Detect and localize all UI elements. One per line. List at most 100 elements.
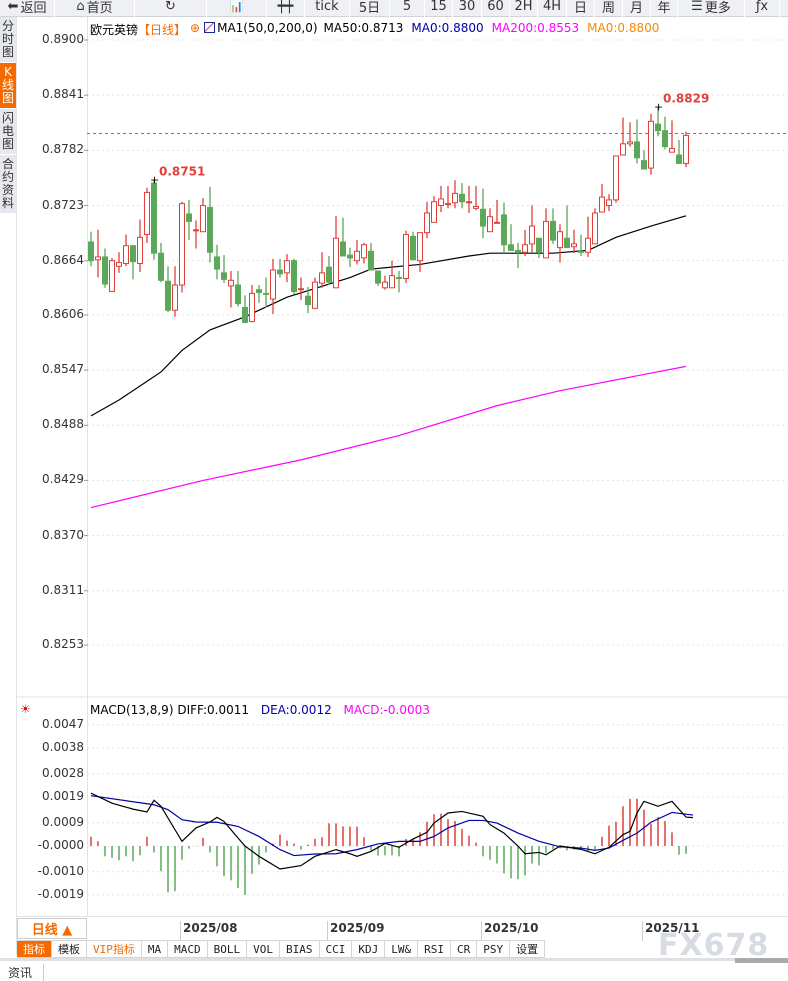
candle [480, 188, 486, 239]
toolbar-button-30[interactable]: 30 [453, 0, 482, 17]
ma50-value: MA50:0.8713 [323, 21, 404, 35]
candle [473, 185, 479, 211]
home-icon: ⌂ [76, 0, 85, 14]
candle [340, 217, 346, 257]
left-tab-0[interactable]: 分时图 [0, 17, 16, 63]
toolbar-label: 15 [430, 0, 447, 14]
indicator-tab-rsi[interactable]: RSI [418, 940, 451, 958]
date-axis: 2025/08 2025/09 2025/10 2025/11 [16, 916, 788, 941]
toolbar-button-15[interactable]: 15 [425, 0, 453, 17]
high-price-label: 0.8829 [663, 91, 709, 105]
price-tick-label: 0.8547 [42, 362, 84, 377]
toolbar-button-日[interactable]: 日 [567, 0, 595, 17]
toolbar-button-refresh[interactable]: ↻ [135, 0, 207, 17]
candle [256, 284, 262, 303]
period-range-button[interactable]: 日线 ▲ [17, 918, 87, 939]
candle-body [165, 280, 171, 311]
candle [389, 260, 395, 289]
candle-body [249, 292, 255, 322]
candle [88, 231, 94, 267]
toolbar-label: 5日 [358, 1, 381, 16]
price-tick-label: 0.8723 [42, 197, 84, 212]
candle [564, 205, 570, 249]
candle [466, 185, 472, 213]
indicator-tab-vip指标[interactable]: VIP指标 [87, 940, 142, 958]
candle-body [557, 231, 563, 249]
tab-news[interactable]: 资讯 [0, 964, 44, 981]
candle-body [627, 141, 633, 145]
candle [347, 247, 353, 268]
candle-body [102, 256, 108, 285]
toolbar-button-返回[interactable]: ⬅ 返回 [0, 0, 55, 17]
toolbar-button-fx[interactable]: ƒx [745, 0, 780, 17]
candle [417, 232, 423, 272]
indicator-tab-指标[interactable]: 指标 [17, 940, 52, 958]
toolbar-button-5日[interactable]: 5日 [350, 0, 390, 17]
indicator-icon[interactable] [204, 22, 216, 33]
toolbar-button-5[interactable]: 5 [390, 0, 425, 17]
toolbar-button-首页[interactable]: ⌂ 首页 [55, 0, 135, 17]
candle [158, 242, 164, 283]
candle-body [172, 284, 178, 311]
candle [354, 240, 360, 265]
indicator-tab-设置[interactable]: 设置 [510, 940, 546, 958]
candle-body [522, 244, 528, 253]
indicator-tab-ma[interactable]: MA [141, 940, 169, 958]
macd-tick-label: -0.0000 [37, 838, 84, 852]
indicator-tab-cci[interactable]: CCI [319, 940, 353, 958]
candle [270, 258, 276, 314]
left-tab-3[interactable]: 合约资料 [0, 155, 16, 214]
indicator-tab-模板[interactable]: 模板 [52, 940, 87, 958]
candle-body [592, 212, 598, 245]
indicator-tab-kdj[interactable]: KDJ [352, 940, 386, 958]
candle-body [620, 143, 626, 156]
toolbar-button-月[interactable]: 月 [623, 0, 651, 17]
candle-body [263, 292, 269, 295]
candle-body [417, 232, 423, 262]
toolbar-button-更多[interactable]: ☰ 更多 [678, 0, 745, 17]
candle [676, 140, 682, 164]
candle [361, 242, 367, 264]
toolbar-button-tick[interactable]: tick [305, 0, 350, 17]
candle [662, 116, 668, 150]
toolbar-button-60[interactable]: 60 [482, 0, 510, 17]
candle-body [137, 236, 143, 264]
toolbar-button-年[interactable]: 年 [651, 0, 678, 17]
toolbar-button-2H[interactable]: 2H [510, 0, 538, 17]
toolbar-label: 首页 [86, 1, 113, 16]
toolbar-button-周[interactable]: 周 [595, 0, 623, 17]
candle [193, 220, 199, 249]
toolbar-button-candlestick[interactable]: ┿┿ [267, 0, 305, 17]
toolbar-button-bar-chart[interactable]: 📊 [207, 0, 267, 17]
macd-settings-icon[interactable]: ☀ [20, 702, 31, 716]
add-icon[interactable]: ⊕ [190, 21, 201, 35]
candle [606, 194, 612, 212]
indicator-tab-vol[interactable]: VOL [247, 940, 280, 958]
indicator-tab-cr[interactable]: CR [451, 940, 478, 958]
candle-body [410, 235, 416, 261]
toolbar-label: tick [315, 0, 339, 14]
candle [382, 275, 388, 290]
indicator-tab-bias[interactable]: BIAS [280, 940, 320, 958]
candle [235, 270, 241, 307]
left-tab-1[interactable]: K线图 [0, 63, 16, 109]
candle-body [326, 266, 332, 283]
high-marker: + [150, 173, 159, 186]
period-label[interactable]: 【日线】 [138, 23, 187, 37]
indicator-tab-psy[interactable]: PSY [477, 940, 511, 958]
candle [172, 266, 178, 317]
fx-icon: ƒx [755, 0, 769, 14]
indicator-tab-lw&[interactable]: LW& [385, 940, 419, 958]
indicator-tab-macd[interactable]: MACD [168, 940, 208, 958]
candle [515, 242, 521, 269]
horizontal-scrollbar[interactable] [735, 958, 788, 963]
indicator-tab-boll[interactable]: BOLL [207, 940, 248, 958]
toolbar-button-4H[interactable]: 4H [538, 0, 567, 17]
candle [326, 256, 332, 285]
candle-body [221, 272, 227, 280]
candle [284, 254, 290, 283]
left-tab-2[interactable]: 闪电图 [0, 109, 16, 155]
candle-body [291, 260, 297, 293]
candle [669, 120, 675, 153]
